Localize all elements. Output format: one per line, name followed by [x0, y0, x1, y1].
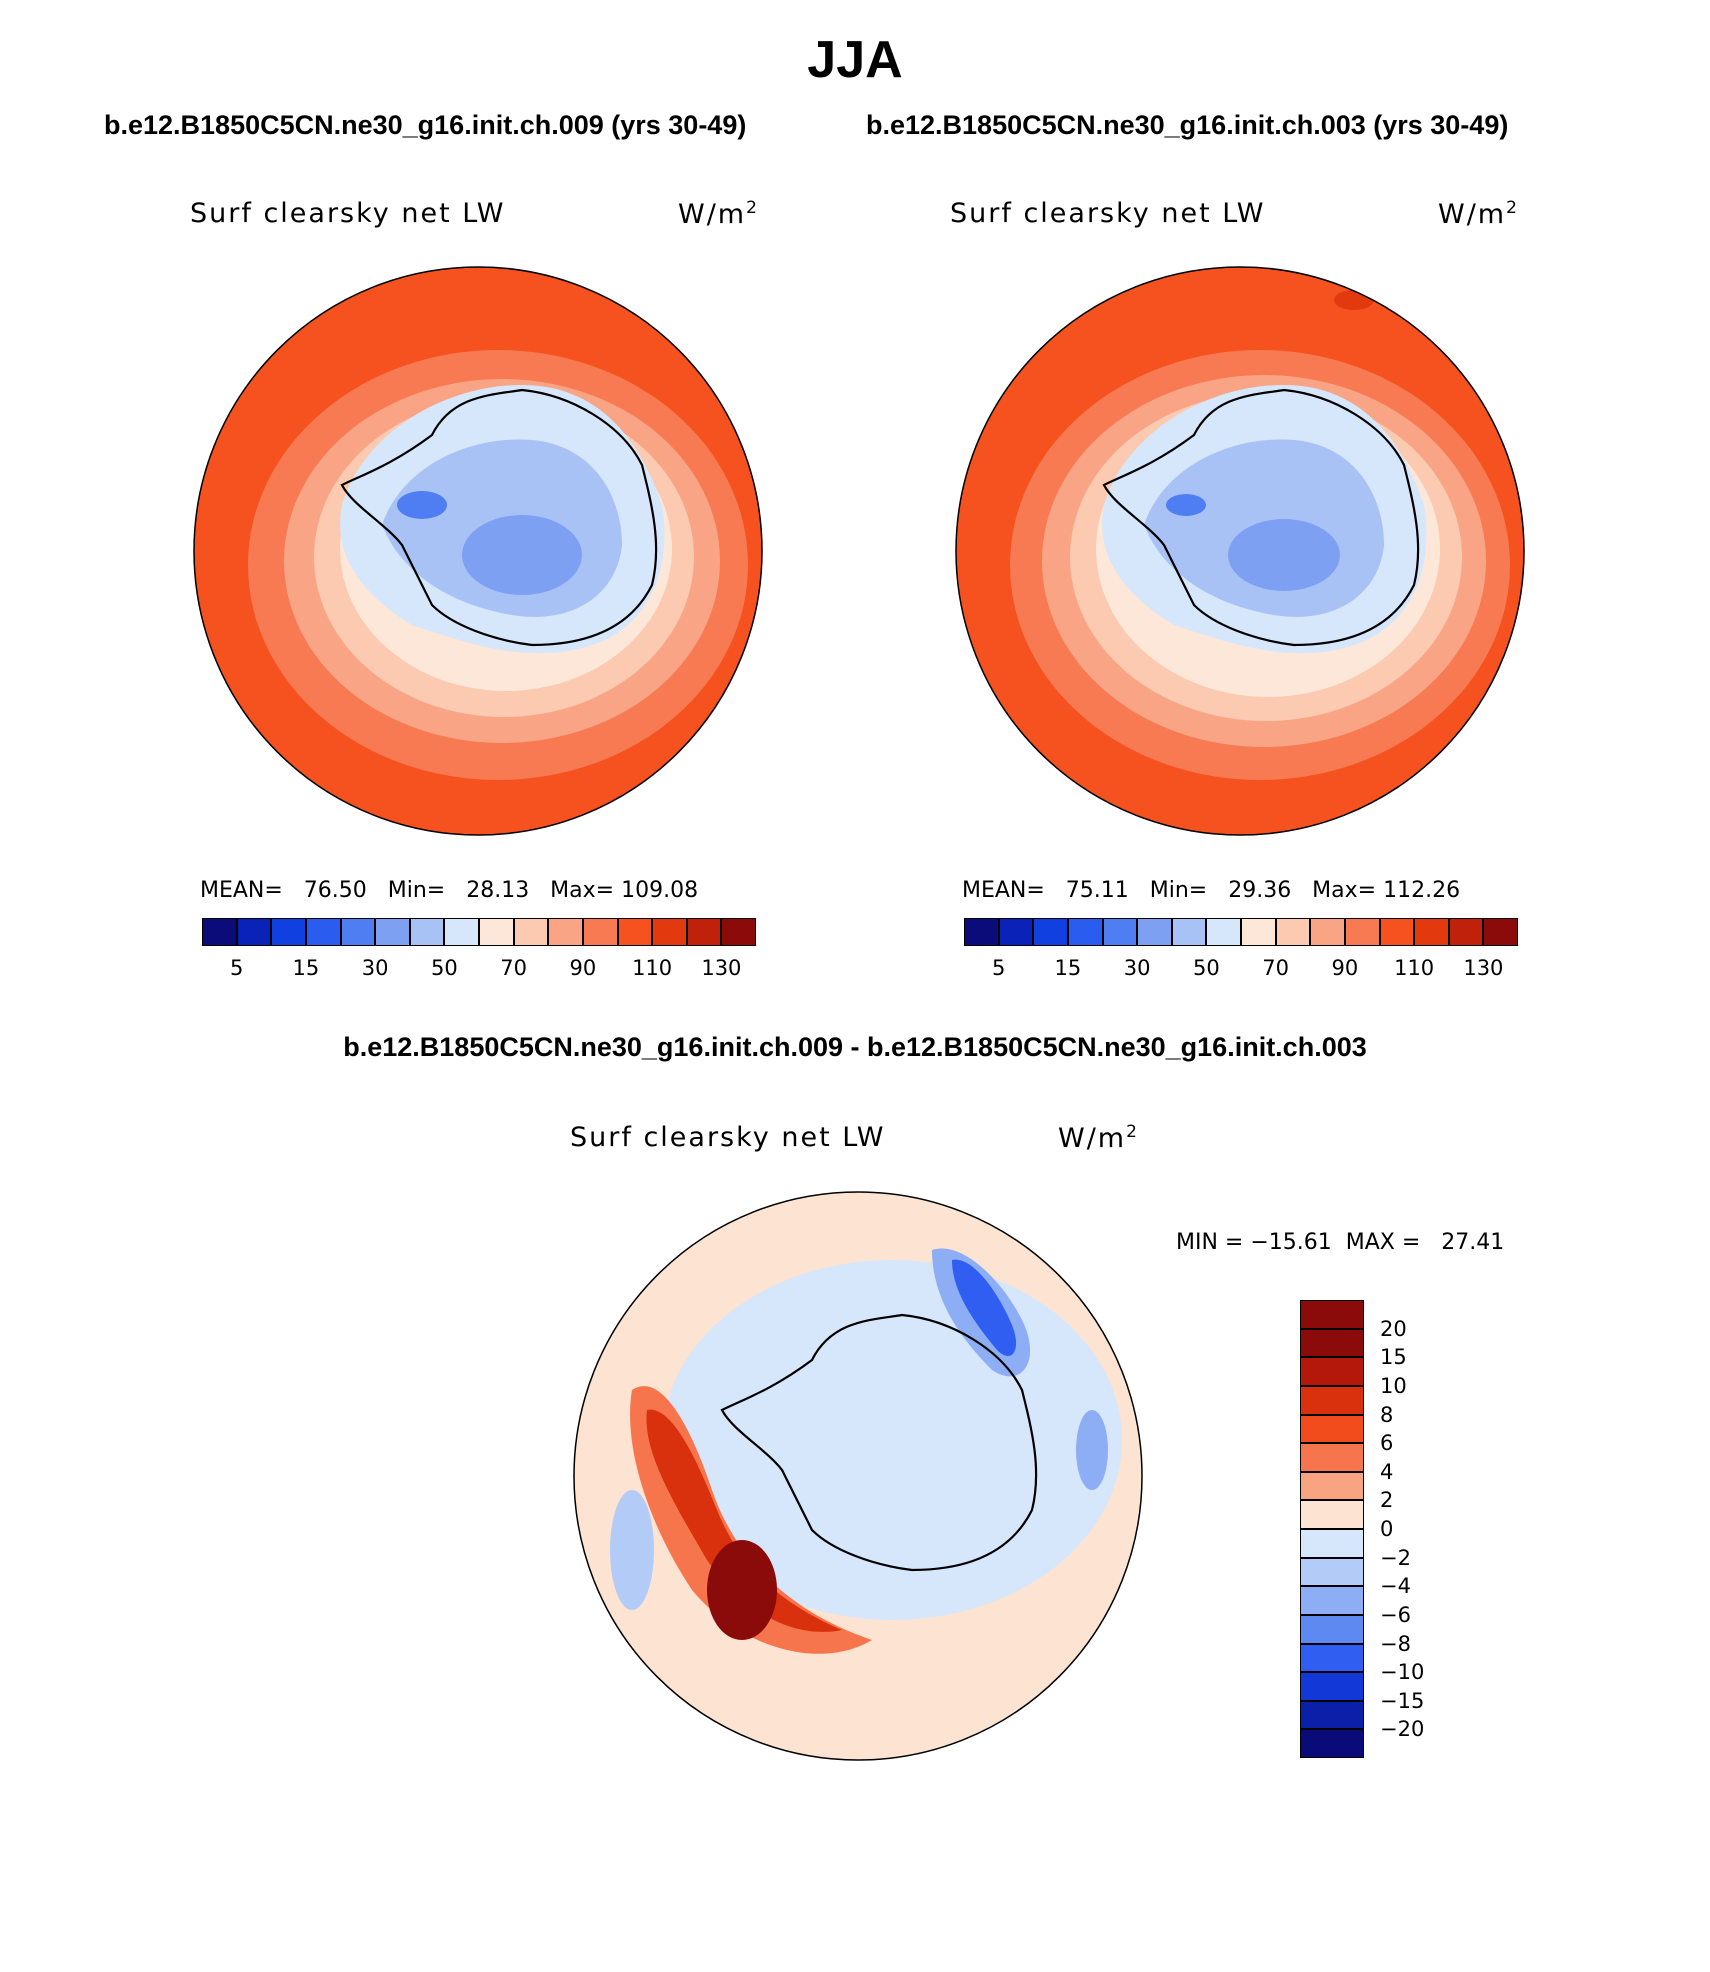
colorbar-swatch	[444, 918, 479, 946]
colorbar-swatch	[1300, 1529, 1364, 1558]
colorbar-panel-2: 5 15 30 50 70 90 110 130	[964, 918, 1518, 980]
colorbar-swatch	[686, 918, 722, 946]
colorbar-swatch	[1300, 1357, 1364, 1386]
colorbar-swatch	[409, 918, 445, 946]
colorbar-swatch	[305, 918, 341, 946]
colorbar-tick-label: 30	[1123, 956, 1151, 980]
colorbar-panel-1: 5 15 30 50 70 90 110 130	[202, 918, 756, 980]
colorbar-tick-label: 10	[1380, 1373, 1407, 1398]
colorbar-tick-label: 4	[1380, 1459, 1394, 1484]
colorbar-tick-label: 130	[1463, 956, 1504, 980]
colorbar-tick-label: 30	[361, 956, 389, 980]
colorbar-tick-label: −4	[1380, 1574, 1411, 1599]
colorbar-tick-label: −15	[1380, 1688, 1425, 1713]
panel2-variable: Surf clearsky net LW	[950, 198, 1266, 229]
panel1-stats: MEAN= 76.50 Min= 28.13 Max= 109.08	[200, 878, 699, 903]
colorbar-tick-label: −8	[1380, 1631, 1411, 1656]
colorbar-swatch	[1300, 1385, 1364, 1415]
colorbar-swatch	[479, 918, 514, 946]
colorbar-tick-label: −2	[1380, 1545, 1411, 1570]
colorbar-tick-label: 110	[632, 956, 673, 980]
colorbar-swatch	[1102, 918, 1138, 946]
panel2-units: W/m2	[1438, 198, 1519, 230]
colorbar-swatch	[964, 918, 999, 946]
colorbar-swatch	[998, 918, 1034, 946]
panel3-units: W/m2	[1058, 1122, 1139, 1154]
colorbar-swatch	[1300, 1443, 1364, 1472]
colorbar-swatch	[1275, 918, 1311, 946]
panel1-variable: Surf clearsky net LW	[190, 198, 506, 229]
colorbar-swatch	[1379, 918, 1415, 946]
map-panel-2	[955, 266, 1525, 836]
colorbar-tick-label: 70	[500, 956, 527, 980]
colorbar-swatch	[1300, 1328, 1364, 1358]
colorbar-swatch	[1300, 1614, 1364, 1644]
colorbar-tick-label: 90	[1331, 956, 1359, 980]
colorbar-swatch	[721, 918, 756, 946]
colorbar-tick-label: 15	[1054, 956, 1082, 980]
colorbar-tick-label: 5	[991, 956, 1006, 980]
colorbar-swatch	[1483, 918, 1518, 946]
colorbar-swatch	[1067, 918, 1103, 946]
panel1-units: W/m2	[678, 198, 759, 230]
colorbar-swatch	[1137, 918, 1172, 946]
colorbar-swatch	[340, 918, 376, 946]
colorbar-swatch	[1300, 1557, 1364, 1587]
colorbar-tick-label: 15	[1380, 1345, 1407, 1370]
colorbar-swatch	[1300, 1414, 1364, 1444]
case-a-title: b.e12.B1850C5CN.ne30_g16.init.ch.009 (yr…	[104, 110, 747, 140]
map-panel-difference	[573, 1191, 1143, 1761]
colorbar-tick-label: 20	[1380, 1316, 1407, 1341]
panel3-variable: Surf clearsky net LW	[570, 1122, 886, 1153]
colorbar-tick-label: 110	[1394, 956, 1435, 980]
map-panel-1	[193, 266, 763, 836]
colorbar-tick-label: 2	[1380, 1488, 1394, 1513]
colorbar-tick-label: 50	[431, 956, 458, 980]
colorbar-swatch	[1300, 1643, 1364, 1673]
colorbar-swatch	[1310, 918, 1345, 946]
colorbar-swatch	[236, 918, 272, 946]
colorbar-swatch	[1171, 918, 1207, 946]
colorbar-difference: 20 15 10 8 6 4 2 0 −2 −4 −6 −8 −10 −15 −20	[1300, 1300, 1424, 1758]
colorbar-tick-label: 90	[569, 956, 597, 980]
colorbar-tick-label: −20	[1380, 1717, 1425, 1742]
colorbar-swatch	[271, 918, 306, 946]
colorbar-tick-label: 70	[1262, 956, 1289, 980]
colorbar-swatch	[1414, 918, 1449, 946]
colorbar-tick-label: −10	[1380, 1660, 1425, 1685]
colorbar-swatch	[1300, 1700, 1364, 1730]
colorbar-swatch	[1206, 918, 1241, 946]
colorbar-swatch	[375, 918, 410, 946]
figure-title: JJA	[807, 31, 903, 89]
colorbar-tick-label: 6	[1380, 1431, 1394, 1456]
colorbar-swatch	[1448, 918, 1484, 946]
colorbar-swatch	[1300, 1586, 1364, 1615]
colorbar-swatch	[548, 918, 583, 946]
colorbar-swatch	[1300, 1300, 1364, 1329]
colorbar-swatch	[652, 918, 687, 946]
colorbar-tick-label: −6	[1380, 1602, 1411, 1627]
colorbar-swatch	[582, 918, 618, 946]
colorbar-swatch	[1300, 1471, 1364, 1501]
colorbar-tick-label: 50	[1193, 956, 1220, 980]
colorbar-tick-label: 8	[1380, 1402, 1394, 1427]
case-b-title: b.e12.B1850C5CN.ne30_g16.init.ch.003 (yr…	[866, 110, 1509, 140]
colorbar-swatch	[1241, 918, 1276, 946]
colorbar-swatch	[513, 918, 549, 946]
colorbar-swatch	[1300, 1672, 1364, 1701]
colorbar-swatch	[1344, 918, 1380, 946]
colorbar-tick-label: 15	[292, 956, 320, 980]
colorbar-tick-label: 0	[1380, 1517, 1394, 1541]
colorbar-swatch	[617, 918, 653, 946]
colorbar-swatch	[1300, 1500, 1364, 1529]
panel2-stats: MEAN= 75.11 Min= 29.36 Max= 112.26	[962, 878, 1461, 903]
difference-title: b.e12.B1850C5CN.ne30_g16.init.ch.009 - b…	[343, 1032, 1367, 1062]
colorbar-swatch	[1300, 1729, 1364, 1758]
colorbar-swatch	[202, 918, 237, 946]
colorbar-tick-label: 5	[229, 956, 244, 980]
colorbar-swatch	[1033, 918, 1068, 946]
colorbar-tick-label: 130	[701, 956, 742, 980]
panel3-stats: MIN = −15.61 MAX = 27.41	[1176, 1230, 1505, 1255]
